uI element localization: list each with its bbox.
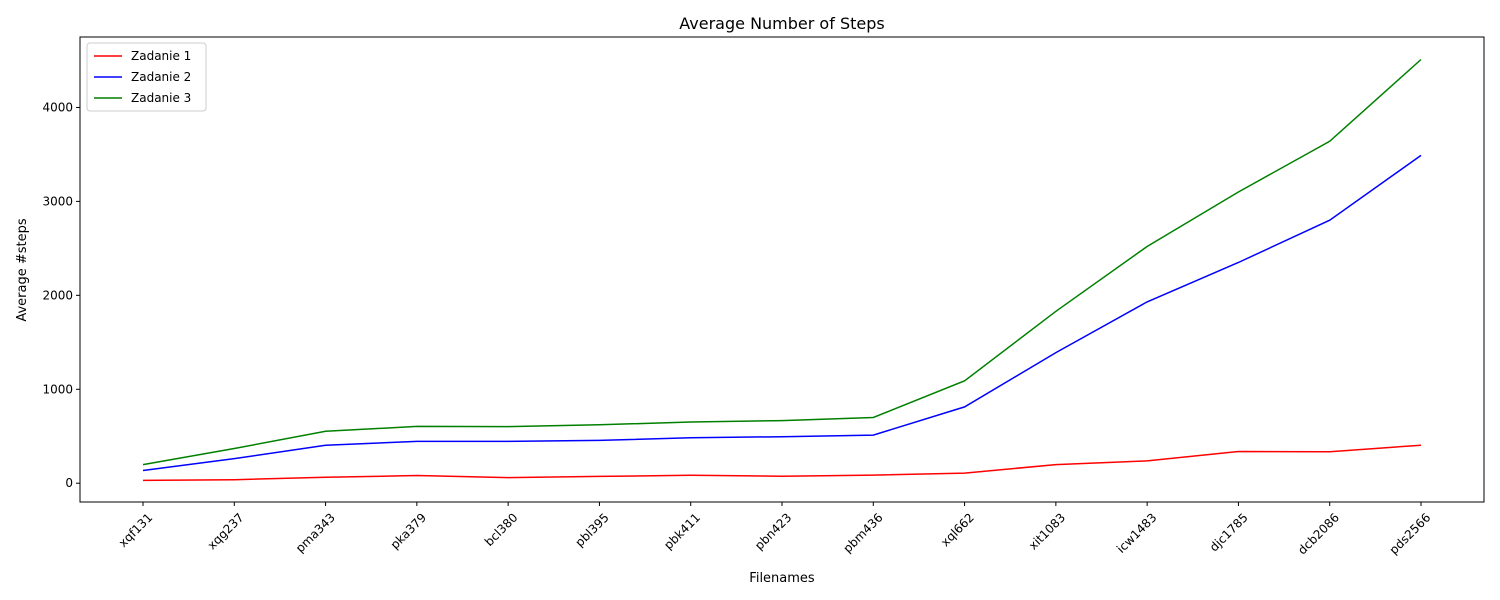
series-line-2 (142, 154, 1422, 472)
x-tick-label: icw1483 (1114, 510, 1159, 555)
y-axis: 0 1000 2000 3000 4000 (42, 100, 80, 490)
legend-box (86, 42, 207, 112)
series-line-3 (142, 58, 1422, 466)
x-tick-label: xql662 (938, 510, 977, 549)
x-axis-label: Filenames (749, 571, 815, 586)
legend-label: Zadanie 2 (131, 70, 191, 84)
x-tick-label: pds2566 (1387, 510, 1434, 557)
plot-area (79, 36, 1485, 503)
legend-label: Zadanie 1 (131, 49, 191, 63)
series-line-1 (142, 444, 1422, 482)
y-tick-label: 2000 (42, 288, 73, 302)
x-tick-label: xqg237 (205, 510, 247, 552)
x-tick-label: xit1083 (1026, 510, 1068, 552)
chart-title: Average Number of Steps (679, 14, 884, 33)
x-tick-label: pbk411 (661, 510, 703, 552)
series-layer (142, 58, 1422, 482)
legend-label: Zadanie 3 (131, 91, 191, 105)
y-tick-label: 0 (65, 476, 73, 490)
x-tick-label: dcb2086 (1295, 510, 1342, 557)
x-tick-label: pma343 (293, 510, 338, 555)
x-tick-label: pbm436 (840, 510, 885, 555)
x-tick-label: xqf131 (116, 510, 155, 549)
x-tick-label: djc1785 (1207, 510, 1251, 554)
x-tick-label: pbl395 (573, 510, 612, 549)
x-tick-label: pka379 (388, 510, 429, 551)
x-tick-label: pbn423 (752, 510, 794, 552)
legend: Zadanie 1 Zadanie 2 Zadanie 3 (86, 42, 207, 112)
y-tick-label: 4000 (42, 100, 73, 114)
y-axis-label: Average #steps (15, 218, 30, 322)
y-tick-label: 3000 (42, 194, 73, 208)
x-tick-label: bcl380 (482, 510, 521, 549)
x-axis: xqf131 xqg237 pma343 pka379 bcl380 pbl395 pbk4… (116, 502, 1433, 557)
y-tick-label: 1000 (42, 382, 73, 396)
